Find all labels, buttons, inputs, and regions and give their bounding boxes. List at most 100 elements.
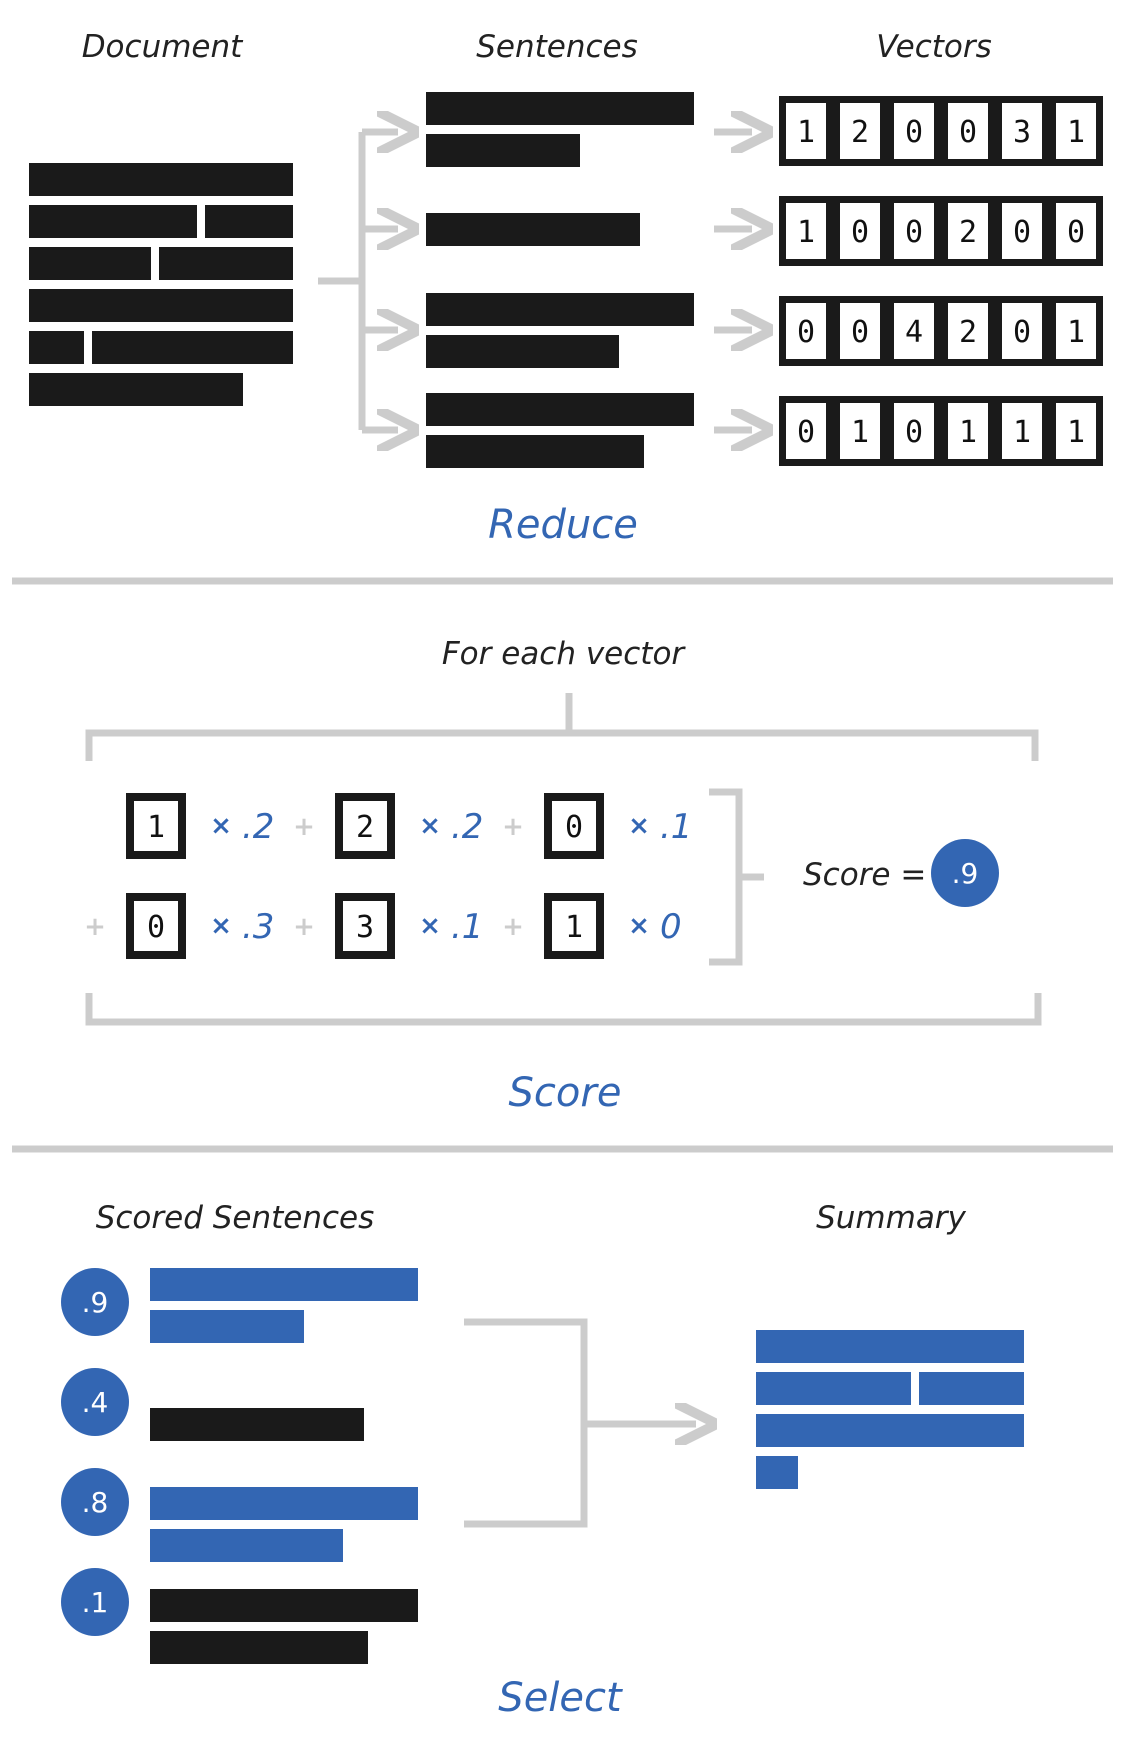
term-weight: .1 [660, 807, 692, 847]
summary-icon [756, 1330, 1024, 1489]
term-value: 1 [147, 810, 165, 845]
sentence-1-bar [426, 134, 580, 167]
vector-cell [948, 303, 988, 359]
term-value-box-inner [134, 901, 178, 951]
vector-cell [1056, 203, 1096, 259]
vector-value: 0 [797, 315, 815, 350]
term-value: 1 [565, 910, 583, 945]
vector-row [779, 196, 1103, 266]
vector-value: 0 [797, 415, 815, 450]
document-label: Document [82, 29, 244, 65]
plus-operator: + [502, 812, 524, 842]
term-value: 0 [565, 810, 583, 845]
vector-cell [1002, 303, 1042, 359]
merge-connector [464, 1318, 696, 1528]
vector-cell [1002, 103, 1042, 159]
vector-cell [840, 203, 880, 259]
score-badge-value: .9 [82, 1286, 109, 1319]
vector-cell [840, 403, 880, 459]
vector-cell [1002, 203, 1042, 259]
selected-sentence-bar [150, 1529, 343, 1562]
term-value-box-inner [134, 801, 178, 851]
vector-cell [840, 303, 880, 359]
vector-row [779, 296, 1103, 366]
vector-cell [894, 203, 934, 259]
vector-cell [894, 103, 934, 159]
multiply-operator: × [419, 911, 441, 941]
vector-row [779, 96, 1103, 166]
score-badge-value: .1 [82, 1586, 109, 1619]
sentence-2-bar [426, 213, 640, 246]
vector-value: 1 [797, 215, 815, 250]
vector-table: 1 2 0 0 3 1 1 0 0 2 0 0 0 0 4 2 0 1 0 1 0 1 1 1 [779, 96, 1103, 466]
unselected-sentence-bar [150, 1408, 364, 1441]
vector-value: 2 [851, 115, 869, 150]
vector-cell [948, 403, 988, 459]
term-value-box-inner [552, 901, 596, 951]
vector-value: 2 [959, 215, 977, 250]
vector-cell [786, 203, 826, 259]
vector-cell [1056, 103, 1096, 159]
score-badge [61, 1568, 129, 1636]
score-result-value: .9 [952, 857, 979, 890]
vector-cell [840, 103, 880, 159]
vector-value: 0 [905, 415, 923, 450]
vector-value: 0 [1067, 215, 1085, 250]
multiply-operator: × [628, 811, 650, 841]
score-result-badge [931, 839, 999, 907]
multiply-operator: × [210, 911, 232, 941]
scored-sentences-label: Scored Sentences [96, 1200, 375, 1236]
vector-row [779, 396, 1103, 466]
vector-cell [1056, 303, 1096, 359]
vector-cell [948, 203, 988, 259]
vector-value: 1 [1013, 415, 1031, 450]
score-badge-value: .4 [82, 1386, 109, 1419]
term-value-box-inner [343, 901, 387, 951]
score-result-label: Score = [803, 857, 926, 893]
scored-sentence-bars [150, 1268, 418, 1664]
vector-value: 0 [1013, 315, 1031, 350]
vector-bracket [85, 693, 1042, 1026]
vector-value: 0 [905, 215, 923, 250]
document-icon [29, 163, 293, 406]
vector-value: 1 [1067, 315, 1085, 350]
score-badge [61, 1468, 129, 1536]
vectors-label: Vectors [876, 29, 992, 65]
term-value: 3 [356, 910, 374, 945]
term-weight: .2 [242, 807, 274, 847]
vector-value: 1 [1067, 415, 1085, 450]
vector-value: 1 [1067, 115, 1085, 150]
vector-cell [894, 303, 934, 359]
reduce-section: Document Sentences Vectors [29, 29, 1103, 548]
score-badge [61, 1268, 129, 1336]
vector-value: 0 [851, 315, 869, 350]
plus-operator: + [293, 912, 315, 942]
plus-operator: + [84, 912, 106, 942]
term-weight: .2 [451, 807, 483, 847]
vector-value: 1 [797, 115, 815, 150]
sentence-3-bar [426, 293, 694, 326]
score-badge-value: .8 [82, 1486, 109, 1519]
term-weight: .3 [242, 907, 274, 947]
term-weight: 0 [660, 907, 682, 947]
plus-operator: + [293, 812, 315, 842]
vector-value: 0 [905, 115, 923, 150]
multiply-operator: × [628, 911, 650, 941]
term-value-box-inner [343, 801, 387, 851]
sentence-bars [426, 92, 694, 468]
select-title: Select [498, 1675, 623, 1721]
vector-cell [948, 103, 988, 159]
vector-value: 0 [851, 215, 869, 250]
term-weight: .1 [451, 907, 483, 947]
summary-label: Summary [816, 1200, 966, 1236]
unselected-sentence-bar [150, 1631, 368, 1664]
sentence-1-bar [426, 92, 694, 125]
vector-value: 3 [1013, 115, 1031, 150]
multiply-operator: × [419, 811, 441, 841]
vector-value: 0 [959, 115, 977, 150]
vector-cell [894, 403, 934, 459]
score-badges: .9 .4 .8 .1 [61, 1268, 129, 1636]
vector-cell [786, 403, 826, 459]
sentences-label: Sentences [476, 29, 638, 65]
